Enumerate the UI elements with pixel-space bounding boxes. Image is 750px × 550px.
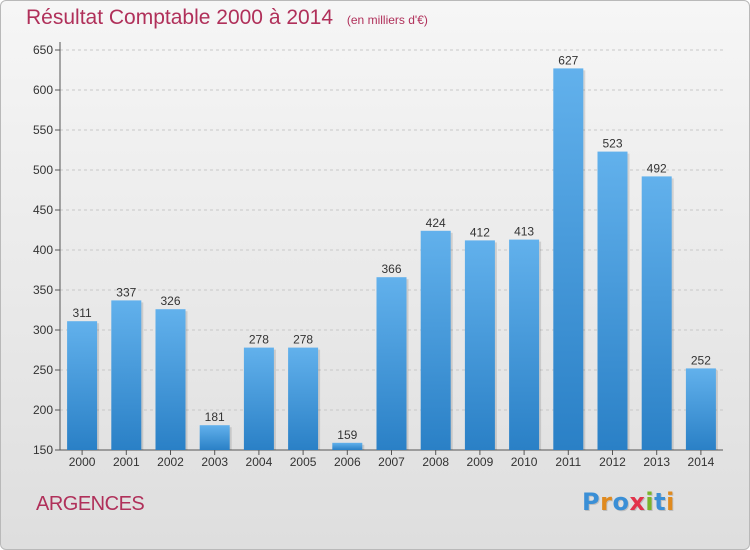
bar xyxy=(155,309,186,450)
logo-letter: r xyxy=(600,488,613,516)
bar xyxy=(332,442,363,450)
logo-letter: x xyxy=(629,488,646,516)
x-tick-label: 2000 xyxy=(69,455,96,469)
x-tick-label: 2007 xyxy=(378,455,405,469)
bar xyxy=(111,300,142,450)
y-tick-label: 400 xyxy=(33,243,53,257)
y-tick-label: 250 xyxy=(33,363,53,377)
x-tick-label: 2003 xyxy=(201,455,228,469)
y-tick-label: 450 xyxy=(33,203,53,217)
data-label: 413 xyxy=(514,225,534,239)
y-tick-label: 650 xyxy=(33,43,53,57)
bar xyxy=(464,240,495,450)
x-tick-label: 2002 xyxy=(157,455,184,469)
bar xyxy=(199,425,230,450)
data-label: 159 xyxy=(337,428,357,442)
data-label: 627 xyxy=(558,53,578,67)
data-label: 366 xyxy=(381,262,401,276)
x-tick-label: 2010 xyxy=(511,455,538,469)
data-label: 424 xyxy=(426,216,446,230)
x-tick-label: 2001 xyxy=(113,455,140,469)
axes: 150 200 250 300 350 400 450 500 550 600 650 2000 200… xyxy=(33,42,723,469)
data-label: 278 xyxy=(249,333,269,347)
bar xyxy=(420,230,451,450)
data-label: 492 xyxy=(647,161,667,175)
data-labels: 311 337 326 181 278 278 159 366 424 412 413 627 523 4… xyxy=(73,53,712,441)
x-tick-label: 2014 xyxy=(688,455,715,469)
city-name: ARGENCES xyxy=(36,493,145,515)
logo-letter: i xyxy=(645,488,655,516)
y-tick-label: 350 xyxy=(33,283,53,297)
bar xyxy=(509,239,540,450)
logo-letter: P xyxy=(582,488,601,516)
logo-letter: i xyxy=(666,488,675,516)
data-label: 278 xyxy=(293,333,313,347)
x-tick-label: 2011 xyxy=(555,455,581,469)
data-label: 523 xyxy=(602,137,622,151)
x-tick-label: 2006 xyxy=(334,455,361,469)
bar xyxy=(553,68,584,451)
data-label: 326 xyxy=(160,294,180,308)
chart-subtitle: (en milliers d'€) xyxy=(346,13,428,27)
bar xyxy=(376,277,407,450)
data-label: 252 xyxy=(691,353,711,367)
x-tick-label: 2008 xyxy=(422,455,449,469)
proxiti-logo: Proxiti xyxy=(582,488,675,516)
chart-title-text: Résultat Comptable 2000 à 2014 xyxy=(26,6,334,29)
x-tick-label: 2005 xyxy=(290,455,317,469)
y-tick-label: 300 xyxy=(33,323,53,337)
data-label: 337 xyxy=(116,285,136,299)
bar xyxy=(597,151,628,450)
bar xyxy=(243,347,274,450)
x-tick-label: 2009 xyxy=(467,455,494,469)
bars xyxy=(67,68,718,451)
y-tick-label: 600 xyxy=(33,83,53,97)
bar xyxy=(288,347,319,450)
data-label: 181 xyxy=(205,410,225,424)
y-tick-label: 150 xyxy=(33,443,53,457)
logo-letter: o xyxy=(612,488,630,516)
x-tick-label: 2004 xyxy=(246,455,273,469)
bar xyxy=(67,321,98,450)
chart-title: Résultat Comptable 2000 à 2014 (en milli… xyxy=(26,6,428,30)
bar xyxy=(685,368,716,450)
data-label: 311 xyxy=(73,306,92,320)
x-tick-label: 2013 xyxy=(643,455,670,469)
bar xyxy=(641,176,672,450)
data-label: 412 xyxy=(470,225,490,239)
y-tick-label: 550 xyxy=(33,123,53,137)
y-tick-label: 500 xyxy=(33,163,53,177)
logo-letter: t xyxy=(654,488,667,516)
y-tick-label: 200 xyxy=(33,403,53,417)
x-tick-label: 2012 xyxy=(599,455,626,469)
